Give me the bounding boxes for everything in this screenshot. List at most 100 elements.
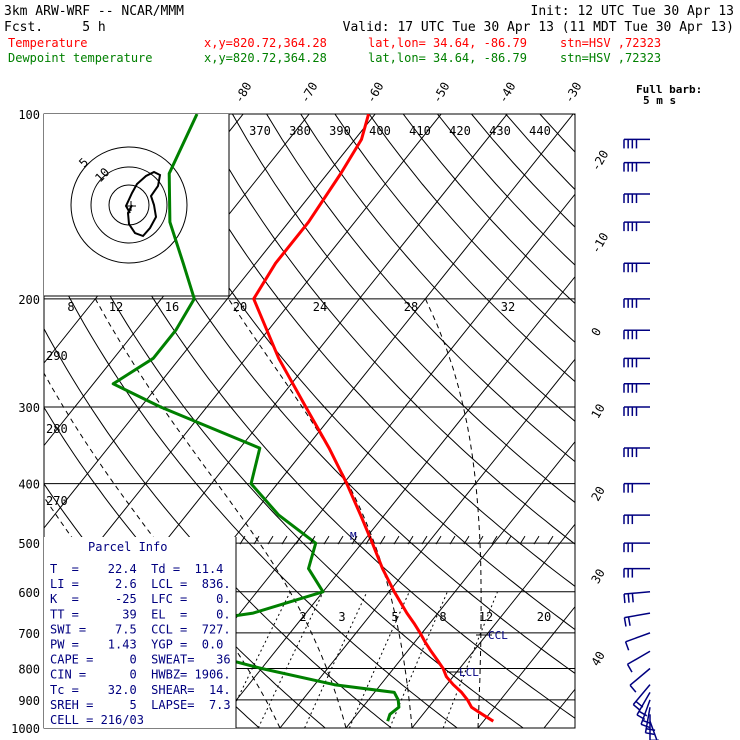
wind-barb bbox=[629, 667, 651, 693]
row-barb-tick bbox=[435, 535, 442, 545]
pressure-tick-label: 100 bbox=[18, 108, 40, 122]
dry-adiabat bbox=[129, 114, 575, 631]
pressure-tick-label: 300 bbox=[18, 401, 40, 415]
isotherm-label: 20 bbox=[588, 484, 607, 504]
dry-adiabat bbox=[539, 114, 575, 153]
markers: CCL LCL M bbox=[350, 530, 508, 679]
legend-temperature-name: Temperature bbox=[8, 36, 87, 50]
theta-label: 370 bbox=[249, 124, 271, 138]
parcel-info-row: LI = 2.6 LCL = 836. bbox=[50, 577, 231, 591]
moist-adiabat bbox=[424, 298, 482, 728]
parcel-info-row: PW = 1.43 YGP = 0.0 bbox=[50, 638, 223, 652]
series-clip bbox=[252, 114, 495, 723]
barb-flag bbox=[623, 593, 626, 604]
legend-dewpoint-latlon: lat,lon= 34.64, -86.79 bbox=[368, 51, 527, 65]
barb-flag bbox=[631, 593, 634, 603]
dry-adiabat bbox=[61, 114, 575, 719]
parcel-info-row: CAPE = 0 SWEAT= 36 bbox=[50, 653, 231, 667]
marker-label-m: M bbox=[350, 530, 357, 543]
wind-barb bbox=[623, 406, 650, 416]
dry-adiabat bbox=[368, 114, 575, 343]
isotherm-label: -80 bbox=[232, 80, 255, 106]
parcel-info-row: CELL = 216/03 bbox=[50, 713, 144, 727]
row-barb-tick bbox=[267, 535, 274, 545]
hodograph-trace bbox=[124, 170, 162, 238]
parcel-info-row: TT = 39 EL = 0. bbox=[50, 607, 231, 621]
row-barb-tick bbox=[393, 535, 400, 545]
hodograph-inset: 510 bbox=[44, 114, 230, 297]
marker-label-ccl: CCL bbox=[488, 629, 508, 642]
barb-flag bbox=[645, 732, 655, 736]
barb-flag bbox=[638, 710, 648, 717]
parcel-info-rows: T = 22.4 Td = 11.4LI = 2.6 LCL = 836.K =… bbox=[50, 562, 231, 727]
dry-adiabat bbox=[300, 114, 575, 422]
row-barb-tick bbox=[421, 535, 428, 545]
barb-staff bbox=[624, 591, 651, 595]
wind-barb bbox=[623, 221, 650, 232]
theta-label: 380 bbox=[289, 124, 311, 138]
row-barb-tick bbox=[533, 535, 540, 545]
wind-barb bbox=[623, 591, 651, 604]
isotherm-label: 0 bbox=[588, 325, 604, 338]
wind-barb bbox=[623, 542, 650, 553]
pressure-tick-label: 600 bbox=[18, 586, 40, 600]
isotherm-label: -40 bbox=[496, 80, 519, 106]
mixing-ratio-line bbox=[304, 591, 368, 728]
theta-label-low: 280 bbox=[46, 422, 68, 436]
isotherm-label: -30 bbox=[562, 80, 585, 106]
wind-barb bbox=[623, 298, 650, 308]
dry-adiabat bbox=[334, 114, 575, 383]
wind-barb bbox=[644, 707, 656, 736]
marker-label-lcl: LCL bbox=[459, 666, 479, 679]
wind-barb bbox=[623, 329, 650, 340]
row-barbs bbox=[239, 535, 554, 545]
mixing-ratio-line bbox=[348, 591, 410, 728]
row-barb-tick bbox=[337, 535, 344, 545]
row-barb-tick bbox=[505, 535, 512, 545]
dry-adiabat bbox=[44, 158, 525, 728]
isotherm bbox=[213, 275, 575, 728]
theta-label-low: 290 bbox=[46, 349, 68, 363]
hodograph-ring bbox=[70, 146, 188, 264]
dry-adiabat bbox=[437, 114, 575, 266]
row-barb-tick bbox=[407, 535, 414, 545]
barb-flag bbox=[636, 714, 646, 721]
barb-flag bbox=[635, 700, 644, 708]
wind-barb bbox=[623, 383, 650, 393]
barb-staff bbox=[625, 632, 651, 643]
mixing-ratio-label: 8 bbox=[439, 610, 446, 624]
row-barb-tick bbox=[519, 535, 526, 545]
isotherm bbox=[44, 114, 376, 529]
wind-barb bbox=[623, 262, 650, 273]
wind-barb bbox=[623, 567, 650, 578]
theta-label: 440 bbox=[529, 124, 551, 138]
barb-flag bbox=[646, 727, 656, 732]
series-line-dewpoint bbox=[111, 114, 401, 722]
theta-label: 390 bbox=[329, 124, 351, 138]
isotherm-label: -50 bbox=[430, 80, 453, 106]
wind-barb bbox=[632, 684, 651, 711]
isotherm-label: -70 bbox=[298, 80, 321, 106]
parcel-info-title: Parcel Info bbox=[88, 540, 167, 554]
barb-legend: Full barb: 5 m s bbox=[636, 83, 702, 107]
wind-barbs bbox=[239, 138, 659, 740]
dry-adiabat bbox=[44, 245, 459, 728]
wind-barb bbox=[623, 514, 650, 525]
mixing-ratio-label: 2 bbox=[299, 610, 306, 624]
parcel-info-row: T = 22.4 Td = 11.4 bbox=[50, 562, 223, 576]
row-barb-tick bbox=[281, 535, 288, 545]
isotherm-label: -10 bbox=[588, 230, 611, 256]
barb-flag bbox=[640, 723, 650, 729]
isotherm bbox=[279, 358, 575, 728]
dry-adiabat bbox=[163, 114, 575, 588]
pressure-tick-label: 400 bbox=[18, 478, 40, 492]
theta-label: 410 bbox=[409, 124, 431, 138]
barb-legend-line1: Full barb: bbox=[636, 83, 702, 96]
wind-barb bbox=[624, 632, 651, 651]
dry-adiabat bbox=[402, 114, 575, 305]
wind-barb bbox=[636, 692, 651, 721]
isotherm-label: -20 bbox=[588, 148, 611, 174]
profile-lines: CCL LCL M bbox=[111, 114, 508, 723]
wind-barb bbox=[649, 714, 659, 740]
